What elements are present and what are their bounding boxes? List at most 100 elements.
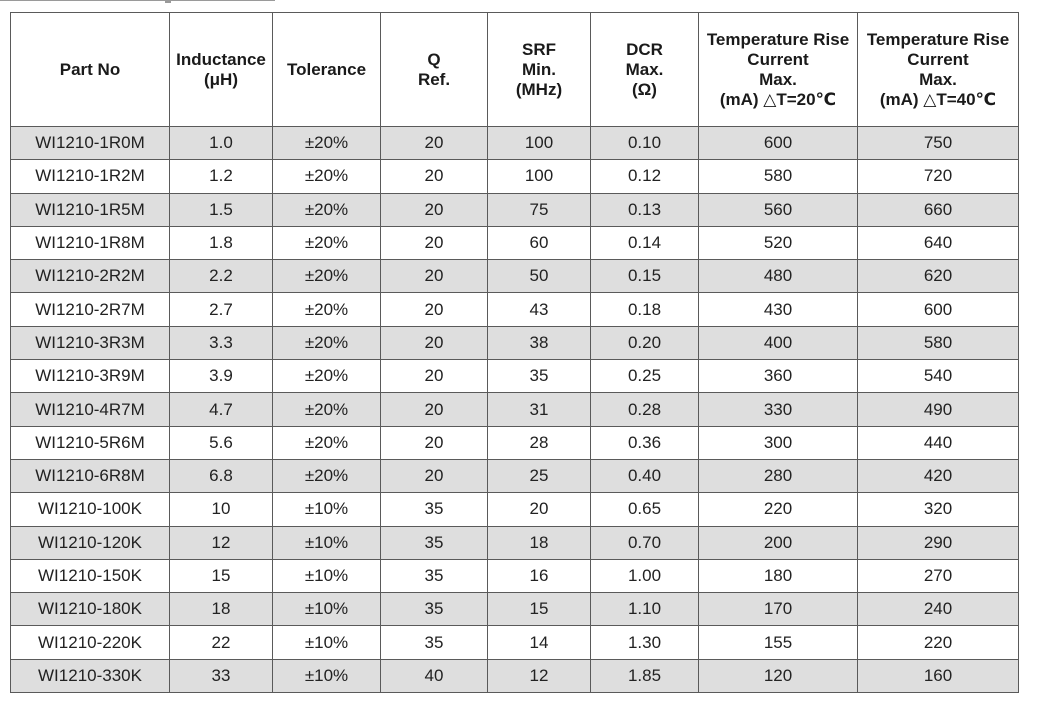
cell-srf-min: 35: [487, 359, 591, 394]
cell-temp-rise-current-20: 300: [698, 425, 858, 460]
cell-tolerance: ±20%: [272, 325, 381, 361]
cell-q-ref: 40: [380, 658, 488, 694]
cell-q-ref: 20: [380, 159, 488, 194]
cell-temp-rise-current-20: 220: [698, 492, 858, 527]
cell-part-no: WI1210-4R7M: [10, 392, 170, 427]
cell-temp-rise-current-20: 280: [698, 458, 858, 494]
column-header-line: Inductance: [176, 49, 266, 69]
cell-temp-rise-current-40: 160: [857, 658, 1019, 694]
cell-srf-min: 50: [487, 259, 591, 294]
column-header-line: SRF: [522, 39, 556, 59]
column-header-line: (mA) △T=20℃: [719, 89, 837, 109]
cell-tolerance: ±10%: [272, 592, 381, 627]
cell-srf-min: 100: [487, 159, 591, 194]
cell-inductance: 33: [169, 658, 273, 694]
cell-temp-rise-current-20: 580: [698, 159, 858, 194]
cell-dcr-max: 1.85: [590, 658, 699, 694]
cell-q-ref: 35: [380, 525, 488, 560]
cell-temp-rise-current-20: 330: [698, 392, 858, 427]
cell-temp-rise-current-40: 540: [857, 359, 1019, 394]
table-row: WI1210-330K 33 ±10% 40 12 1.85 120 160: [10, 658, 1019, 694]
cell-temp-rise-current-20: 180: [698, 558, 858, 594]
table-row: WI1210-100K 10 ±10% 35 20 0.65 220 320: [10, 492, 1019, 527]
cell-tolerance: ±20%: [272, 259, 381, 294]
cell-srf-min: 16: [487, 558, 591, 594]
header-row: Part No Inductance (μH) Tolerance Q Ref. SRF Mi…: [10, 12, 1019, 127]
cell-temp-rise-current-20: 170: [698, 592, 858, 627]
cell-q-ref: 20: [380, 359, 488, 394]
cell-inductance: 1.8: [169, 225, 273, 261]
table-row: WI1210-6R8M 6.8 ±20% 20 25 0.40 280 420: [10, 458, 1019, 494]
column-header-line: (MHz): [515, 79, 563, 99]
cell-inductance: 3.3: [169, 325, 273, 361]
table-row: WI1210-1R2M 1.2 ±20% 20 100 0.12 580 720: [10, 159, 1019, 194]
cell-inductance: 15: [169, 558, 273, 594]
column-header-inductance: Inductance (μH): [169, 12, 273, 127]
column-header-line: DCR: [626, 39, 663, 59]
column-header-srf-min: SRF Min. (MHz): [487, 12, 591, 127]
column-header-line: (mA) △T=40℃: [879, 89, 997, 109]
cell-temp-rise-current-40: 640: [857, 225, 1019, 261]
cell-tolerance: ±20%: [272, 392, 381, 427]
column-header-line: Max.: [919, 69, 957, 89]
cell-dcr-max: 0.15: [590, 259, 699, 294]
cell-temp-rise-current-20: 480: [698, 259, 858, 294]
table-row: WI1210-220K 22 ±10% 35 14 1.30 155 220: [10, 625, 1019, 660]
cell-part-no: WI1210-3R3M: [10, 325, 170, 361]
cell-tolerance: ±20%: [272, 292, 381, 327]
table-row: WI1210-150K 15 ±10% 35 16 1.00 180 270: [10, 558, 1019, 594]
cell-srf-min: 43: [487, 292, 591, 327]
cell-part-no: WI1210-1R2M: [10, 159, 170, 194]
cell-part-no: WI1210-150K: [10, 558, 170, 594]
cell-temp-rise-current-40: 220: [857, 625, 1019, 660]
column-header-temp-rise-current-20: Temperature Rise Current Max. (mA) △T=20℃: [698, 12, 858, 127]
table-row: WI1210-4R7M 4.7 ±20% 20 31 0.28 330 490: [10, 392, 1019, 427]
cell-tolerance: ±20%: [272, 192, 381, 227]
column-header-part-no: Part No: [10, 12, 170, 127]
table-row: WI1210-2R2M 2.2 ±20% 20 50 0.15 480 620: [10, 259, 1019, 294]
cell-inductance: 1.5: [169, 192, 273, 227]
cell-temp-rise-current-40: 440: [857, 425, 1019, 460]
cell-tolerance: ±10%: [272, 625, 381, 660]
top-rule: [0, 0, 275, 1]
cell-inductance: 6.8: [169, 458, 273, 494]
cell-temp-rise-current-20: 120: [698, 658, 858, 694]
cell-part-no: WI1210-1R0M: [10, 125, 170, 161]
cell-srf-min: 18: [487, 525, 591, 560]
cell-temp-rise-current-40: 750: [857, 125, 1019, 161]
cell-srf-min: 15: [487, 592, 591, 627]
cell-srf-min: 20: [487, 492, 591, 527]
cell-temp-rise-current-20: 430: [698, 292, 858, 327]
column-header-dcr-max: DCR Max. (Ω): [590, 12, 699, 127]
cell-inductance: 2.7: [169, 292, 273, 327]
cell-part-no: WI1210-6R8M: [10, 458, 170, 494]
cell-part-no: WI1210-2R7M: [10, 292, 170, 327]
cell-temp-rise-current-20: 600: [698, 125, 858, 161]
cell-part-no: WI1210-120K: [10, 525, 170, 560]
cell-temp-rise-current-40: 580: [857, 325, 1019, 361]
cell-temp-rise-current-40: 420: [857, 458, 1019, 494]
table-row: WI1210-180K 18 ±10% 35 15 1.10 170 240: [10, 592, 1019, 627]
cell-temp-rise-current-20: 520: [698, 225, 858, 261]
cell-temp-rise-current-20: 400: [698, 325, 858, 361]
cell-dcr-max: 1.10: [590, 592, 699, 627]
cell-q-ref: 20: [380, 458, 488, 494]
cell-dcr-max: 0.20: [590, 325, 699, 361]
cell-inductance: 18: [169, 592, 273, 627]
cell-temp-rise-current-40: 720: [857, 159, 1019, 194]
cell-q-ref: 35: [380, 492, 488, 527]
cell-tolerance: ±20%: [272, 458, 381, 494]
column-header-q-ref: Q Ref.: [380, 12, 488, 127]
cell-srf-min: 60: [487, 225, 591, 261]
top-mark: [165, 0, 171, 3]
table-row: WI1210-1R0M 1.0 ±20% 20 100 0.10 600 750: [10, 125, 1019, 161]
cell-q-ref: 20: [380, 425, 488, 460]
table-row: WI1210-5R6M 5.6 ±20% 20 28 0.36 300 440: [10, 425, 1019, 460]
cell-dcr-max: 0.13: [590, 192, 699, 227]
cell-tolerance: ±20%: [272, 359, 381, 394]
column-header-line: Temperature Rise: [706, 29, 850, 49]
cell-temp-rise-current-20: 155: [698, 625, 858, 660]
cell-q-ref: 35: [380, 625, 488, 660]
cell-dcr-max: 0.10: [590, 125, 699, 161]
cell-tolerance: ±10%: [272, 492, 381, 527]
